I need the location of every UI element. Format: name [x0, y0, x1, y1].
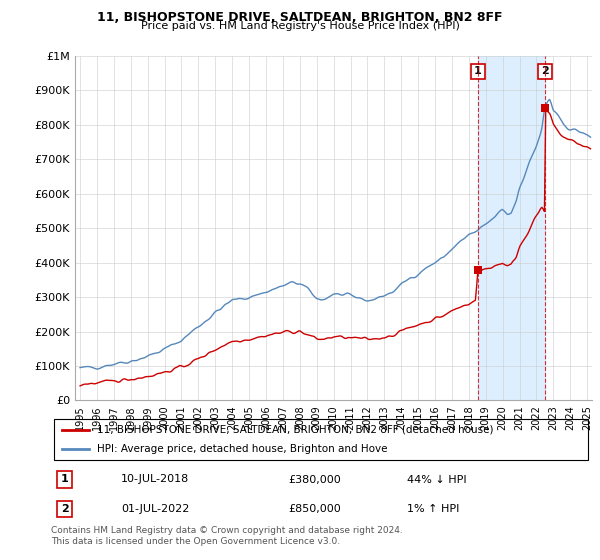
Text: 2: 2 — [541, 67, 549, 77]
Text: Price paid vs. HM Land Registry's House Price Index (HPI): Price paid vs. HM Land Registry's House … — [140, 21, 460, 31]
Text: 2: 2 — [61, 504, 68, 514]
Text: £380,000: £380,000 — [289, 474, 341, 484]
Text: 01-JUL-2022: 01-JUL-2022 — [121, 504, 190, 514]
Text: 11, BISHOPSTONE DRIVE, SALTDEAN, BRIGHTON, BN2 8FF: 11, BISHOPSTONE DRIVE, SALTDEAN, BRIGHTO… — [97, 11, 503, 24]
Text: £850,000: £850,000 — [289, 504, 341, 514]
Text: 1: 1 — [474, 67, 482, 77]
Text: 11, BISHOPSTONE DRIVE, SALTDEAN, BRIGHTON, BN2 8FF (detached house): 11, BISHOPSTONE DRIVE, SALTDEAN, BRIGHTO… — [97, 424, 493, 435]
Text: HPI: Average price, detached house, Brighton and Hove: HPI: Average price, detached house, Brig… — [97, 445, 388, 455]
Text: 1: 1 — [61, 474, 68, 484]
Text: 1% ↑ HPI: 1% ↑ HPI — [407, 504, 460, 514]
Text: Contains HM Land Registry data © Crown copyright and database right 2024.
This d: Contains HM Land Registry data © Crown c… — [51, 526, 403, 546]
Text: 44% ↓ HPI: 44% ↓ HPI — [407, 474, 467, 484]
Bar — [478, 56, 545, 400]
Text: 10-JUL-2018: 10-JUL-2018 — [121, 474, 190, 484]
